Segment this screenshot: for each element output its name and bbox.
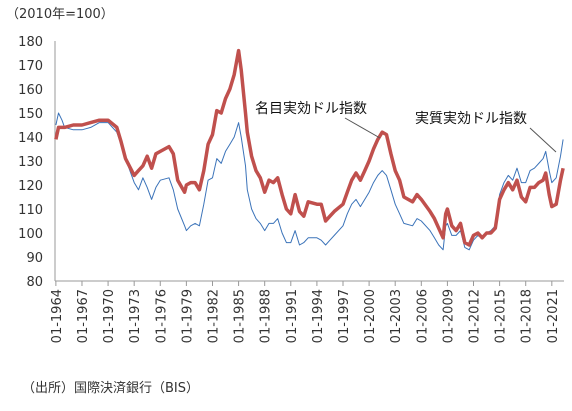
x-tick-label: 01-1970 — [102, 289, 117, 343]
y-tick-label: 180 — [18, 35, 43, 50]
x-tick-label: 01-1973 — [128, 289, 143, 343]
x-tick-label: 01-1991 — [285, 289, 300, 343]
x-tick-label: 01-2012 — [468, 289, 483, 343]
x-tick-label: 01-2009 — [441, 289, 456, 343]
x-tick-label: 01-1997 — [337, 289, 352, 343]
x-tick-label: 01-1988 — [259, 289, 274, 343]
annotation: 名目実効ドル指数 — [255, 101, 367, 117]
y-tick-label: 110 — [18, 203, 43, 218]
y-tick-label: 150 — [18, 107, 43, 122]
y-tick-label: 80 — [26, 275, 43, 290]
x-tick-label: 01-2006 — [415, 289, 430, 343]
x-tick-label: 01-1967 — [76, 289, 91, 343]
y-tick-label: 90 — [26, 251, 43, 266]
annotation-leader — [344, 117, 381, 139]
x-tick-label: 01-1994 — [311, 289, 326, 343]
annotation: 実質実効ドル指数 — [415, 111, 527, 127]
series-line — [55, 112, 564, 251]
source-note: （出所）国際決済銀行（BIS） — [22, 380, 199, 396]
x-tick-label: 01-1979 — [180, 289, 195, 343]
x-tick-label: 01-2018 — [520, 289, 535, 343]
x-tick-label: 01-1982 — [206, 289, 221, 343]
x-tick-label: 01-2003 — [389, 289, 404, 343]
chart-subtitle: （2010年=100） — [6, 7, 114, 22]
x-tick-label: 01-1976 — [154, 289, 169, 343]
x-tick-label: 01-2015 — [494, 289, 509, 343]
annotation-leader — [529, 127, 557, 153]
series-line — [54, 48, 565, 247]
y-tick-label: 100 — [18, 227, 43, 242]
y-tick-label: 140 — [18, 131, 43, 146]
y-tick-label: 160 — [18, 83, 43, 98]
x-tick-label: 01-1964 — [50, 289, 65, 343]
y-tick-label: 170 — [18, 59, 43, 74]
y-tick-label: 120 — [18, 179, 43, 194]
x-tick-label: 01-1985 — [233, 289, 248, 343]
x-tick-label: 01-2000 — [363, 289, 378, 343]
x-tick-label: 01-2021 — [546, 289, 561, 343]
y-tick-label: 130 — [18, 155, 43, 170]
